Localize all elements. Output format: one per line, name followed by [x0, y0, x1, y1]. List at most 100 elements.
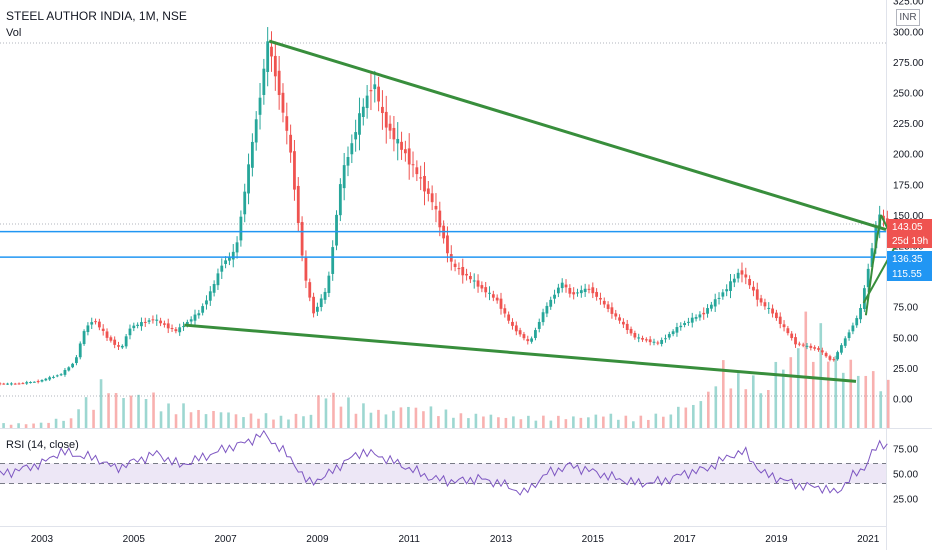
candle-body — [365, 95, 369, 109]
volume-bar — [332, 392, 335, 428]
candle-body — [553, 294, 556, 299]
candle-body — [120, 345, 124, 348]
time-tick-label: 2007 — [214, 534, 237, 545]
candle-body — [63, 370, 67, 375]
volume-bar — [249, 413, 253, 428]
candle-body — [94, 321, 97, 323]
volume-bar — [69, 418, 73, 428]
candle-body — [300, 221, 304, 256]
candle-body — [358, 113, 361, 135]
price-tick-label: 225.00 — [893, 119, 924, 130]
candle-body — [78, 343, 82, 358]
volume-bar — [609, 413, 613, 428]
candle-body — [55, 375, 59, 377]
candle-body — [59, 374, 63, 376]
price-tick-label: 75.00 — [893, 303, 918, 314]
price-tick-label: 0.00 — [893, 395, 913, 406]
candle-body — [641, 337, 644, 340]
candle-body — [323, 291, 327, 300]
price-tick-label: 325.00 — [893, 0, 924, 8]
candle-body — [759, 298, 763, 303]
price-tick-label: 50.00 — [893, 333, 918, 344]
candle-body — [147, 320, 151, 322]
volume-bar — [159, 411, 163, 428]
candle-body — [384, 111, 388, 128]
candle-body — [273, 55, 277, 77]
time-tick-label: 2021 — [857, 534, 880, 545]
currency-badge[interactable]: INR — [896, 9, 920, 26]
candle-body — [21, 383, 25, 385]
candle-body — [174, 329, 178, 332]
volume-bar — [302, 416, 305, 428]
candle-body — [97, 321, 101, 328]
volume-bar — [129, 395, 133, 428]
candle-body — [564, 284, 568, 288]
price-tick-label: 175.00 — [893, 180, 924, 191]
candle-body — [331, 247, 335, 274]
volume-bar — [766, 390, 770, 428]
candle-body — [790, 333, 794, 339]
volume-bar — [309, 414, 313, 428]
candle-body — [377, 86, 380, 102]
candle-body — [403, 149, 407, 154]
chart-title: STEEL AUTHOR INDIA, 1M, NSE — [6, 9, 187, 23]
candle-body — [446, 235, 449, 254]
candle-body — [182, 326, 185, 328]
candle-body — [316, 306, 319, 312]
price-tick-label: 200.00 — [893, 150, 924, 161]
candle-body — [293, 151, 296, 190]
time-tick-label: 2009 — [306, 534, 329, 545]
candle-body — [817, 348, 820, 350]
volume-bar — [2, 423, 5, 428]
rsi-tick-label: 50.00 — [893, 470, 918, 481]
volume-bar — [422, 411, 425, 428]
candle-body — [128, 328, 132, 336]
candle-body — [664, 338, 667, 340]
volume-bar — [429, 406, 433, 428]
candle-body — [660, 339, 664, 344]
upper-trendline — [268, 39, 887, 232]
candle-body — [671, 331, 675, 335]
candle-body — [109, 337, 113, 341]
price-badge — [887, 219, 932, 234]
candle-body — [453, 263, 457, 268]
candle-body — [220, 265, 224, 272]
candle-body — [595, 291, 599, 297]
candle-body — [752, 286, 755, 291]
candle-body — [6, 383, 9, 385]
volume-bar — [227, 412, 230, 428]
volume-bar — [459, 413, 463, 428]
time-tick-label: 2005 — [123, 534, 146, 545]
candle-body — [212, 284, 216, 293]
candle-body — [392, 127, 396, 140]
candle-body — [591, 287, 595, 294]
candle-body — [667, 334, 671, 338]
volume-bar — [654, 413, 658, 428]
volume-bar — [287, 419, 290, 428]
candle-body — [29, 382, 32, 384]
candle-body — [576, 292, 579, 294]
volume-bar — [879, 391, 883, 428]
candle-body — [231, 251, 235, 260]
candle-body — [771, 308, 774, 314]
candle-body — [606, 304, 610, 309]
volume-bar — [519, 419, 523, 428]
candle-body — [346, 156, 350, 166]
candle-body — [698, 314, 702, 318]
volume-bar — [527, 415, 530, 428]
candle-body — [185, 321, 189, 326]
volume-bar — [324, 398, 328, 428]
candle-body — [449, 254, 453, 262]
candle-body — [618, 317, 621, 321]
candle-body — [801, 344, 805, 346]
volume-bar — [796, 348, 800, 428]
candle-body — [813, 347, 817, 349]
candle-body — [690, 317, 694, 323]
volume-bar — [557, 415, 560, 428]
price-tick-label: 150.00 — [893, 211, 924, 222]
volume-bar — [564, 419, 568, 428]
candle-body — [10, 383, 13, 385]
candle-body — [534, 330, 537, 338]
candle-body — [736, 272, 740, 279]
